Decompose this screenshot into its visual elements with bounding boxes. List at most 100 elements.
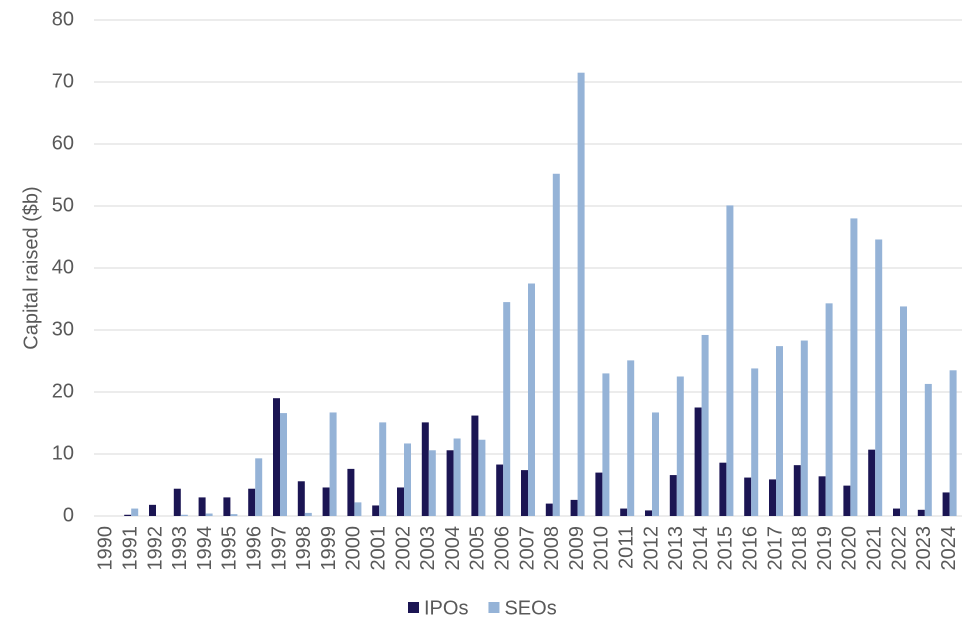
bar xyxy=(478,439,486,516)
x-tick-label: 1995 xyxy=(219,526,241,571)
y-tick-label: 50 xyxy=(52,194,74,216)
bar xyxy=(329,412,337,516)
bar xyxy=(875,239,883,517)
x-tick-label: 2011 xyxy=(615,526,637,569)
bar xyxy=(652,412,659,516)
x-tick-label: 1998 xyxy=(293,526,315,571)
x-tick-label: 2010 xyxy=(591,526,613,571)
bar xyxy=(223,497,231,516)
legend-label: IPOs xyxy=(424,597,468,619)
y-tick-label: 40 xyxy=(52,256,74,278)
x-tick-label: 1996 xyxy=(243,526,265,571)
x-tick-label: 2009 xyxy=(566,526,588,571)
bar xyxy=(769,479,776,516)
bar xyxy=(471,415,479,516)
bar xyxy=(273,398,280,516)
bar xyxy=(620,508,628,516)
x-tick-label: 1991 xyxy=(119,526,141,571)
x-tick-label: 2017 xyxy=(764,526,786,571)
bar xyxy=(322,487,330,516)
x-tick-label: 2000 xyxy=(343,526,365,571)
bar xyxy=(149,504,156,516)
bar xyxy=(347,468,355,516)
bar xyxy=(793,465,801,516)
bar xyxy=(379,422,387,516)
bar xyxy=(843,485,851,516)
bar xyxy=(942,492,950,516)
x-tick-label: 2002 xyxy=(392,526,414,571)
bar xyxy=(570,499,578,516)
y-tick-label: 80 xyxy=(52,8,74,30)
bar xyxy=(924,383,932,516)
bar xyxy=(669,475,677,516)
bar xyxy=(248,488,256,516)
x-tick-label: 2001 xyxy=(367,526,389,571)
bar xyxy=(354,502,362,516)
x-tick-label: 1999 xyxy=(318,526,340,571)
y-tick-label: 60 xyxy=(52,132,74,154)
x-tick-label: 2018 xyxy=(789,526,811,571)
x-tick-label: 2007 xyxy=(516,526,538,571)
bar xyxy=(825,303,833,516)
bar xyxy=(776,346,783,516)
x-tick-label: 2020 xyxy=(839,526,861,571)
x-tick-label: 2016 xyxy=(739,526,761,571)
bar xyxy=(304,512,312,516)
x-tick-label: 2008 xyxy=(541,526,563,571)
x-tick-label: 1990 xyxy=(95,526,117,571)
bar xyxy=(453,438,461,516)
bar xyxy=(205,513,213,516)
y-tick-label: 20 xyxy=(52,380,74,402)
bar xyxy=(198,497,206,516)
bar xyxy=(528,283,535,516)
bar xyxy=(255,458,263,516)
x-tick-label: 2005 xyxy=(467,526,489,571)
legend-swatch xyxy=(488,602,500,613)
bar xyxy=(173,488,181,516)
bar xyxy=(627,360,635,516)
x-tick-label: 1992 xyxy=(144,526,166,571)
y-axis-label: Capital raised ($b) xyxy=(20,186,42,349)
x-tick-label: 2022 xyxy=(888,526,910,571)
bar xyxy=(421,422,429,516)
x-tick-label: 2004 xyxy=(442,526,464,571)
x-tick-label: 1993 xyxy=(169,526,191,571)
x-tick-label: 2006 xyxy=(491,526,513,571)
bar xyxy=(726,205,734,516)
x-tick-label: 2003 xyxy=(417,526,439,571)
y-tick-label: 30 xyxy=(52,318,74,340)
x-tick-label: 2015 xyxy=(715,526,737,571)
bar xyxy=(503,302,511,516)
bar xyxy=(694,407,702,516)
bar xyxy=(180,514,188,516)
x-tick-label: 1994 xyxy=(194,526,216,571)
y-tick-label: 70 xyxy=(52,70,74,92)
bar xyxy=(521,470,528,516)
bar xyxy=(800,340,808,516)
x-tick-label: 2013 xyxy=(665,526,687,571)
bar xyxy=(124,514,132,516)
bar xyxy=(397,487,404,516)
y-tick-label: 10 xyxy=(52,442,74,464)
bar xyxy=(428,450,436,516)
bar xyxy=(949,370,957,516)
x-tick-label: 2014 xyxy=(690,526,712,571)
bar xyxy=(744,477,752,516)
bar xyxy=(131,508,139,516)
bar xyxy=(280,413,287,516)
bar xyxy=(900,306,907,516)
bar xyxy=(545,503,553,516)
bar xyxy=(595,472,603,516)
bar xyxy=(446,450,454,516)
bar xyxy=(701,334,709,516)
bar xyxy=(552,173,560,516)
y-tick-label: 0 xyxy=(63,504,74,526)
bar xyxy=(645,510,652,516)
x-tick-label: 2023 xyxy=(913,526,935,571)
bar xyxy=(297,481,305,516)
bar xyxy=(602,373,610,516)
bar xyxy=(917,509,925,516)
bar xyxy=(496,464,504,516)
bar xyxy=(868,449,876,516)
